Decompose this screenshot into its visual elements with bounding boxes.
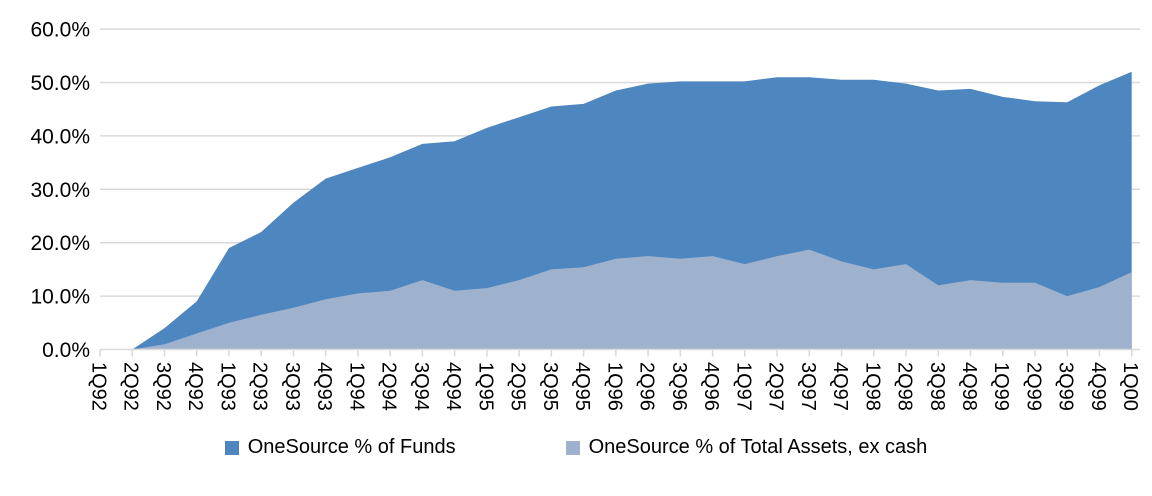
x-axis-label: 3Q97 [797,362,819,411]
x-axis-label: 2Q96 [636,362,658,411]
x-axis-label: 3Q95 [539,362,561,411]
x-axis-label: 1Q97 [732,362,754,411]
y-axis-label: 30.0% [30,179,90,202]
x-axis-label: 3Q93 [281,362,303,411]
legend-swatch-funds [224,440,239,455]
legend-item: OneSource % of Total Assets, ex cash [565,436,928,459]
x-axis-label: 2Q93 [249,362,271,411]
x-axis-label: 3Q99 [1055,362,1077,411]
x-axis-label: 3Q94 [410,362,432,411]
x-axis-label: 4Q99 [1087,362,1109,411]
x-axis-label: 3Q98 [926,362,948,411]
x-axis-label: 3Q96 [668,362,690,411]
x-axis-label: 1Q00 [1119,362,1141,411]
x-axis-label: 1Q98 [861,362,883,411]
x-axis-label: 1Q96 [603,362,625,411]
x-axis-label: 4Q97 [829,362,851,411]
legend-label: OneSource % of Total Assets, ex cash [588,436,928,458]
x-axis-label: 4Q93 [313,362,335,411]
x-axis-label: 2Q99 [1023,362,1045,411]
x-axis-label: 2Q95 [507,362,529,411]
x-axis-label: 1Q99 [990,362,1012,411]
x-axis-label: 2Q94 [378,362,400,411]
legend-item: OneSource % of Funds [224,436,456,459]
x-axis-label: 4Q94 [442,362,464,411]
x-axis-label: 4Q95 [571,362,593,411]
area-chart: 0.0% 10.0% 20.0% 30.0% 40.0% 50.0% 60.0% 1Q92 2Q… [30,19,1141,411]
chart-legend: OneSource % of Funds OneSource % of Total… [0,436,1152,459]
y-axis-label: 0.0% [42,339,90,362]
x-axis-label: 1Q95 [474,362,496,411]
x-axis-label: 2Q98 [894,362,916,411]
y-axis-label: 40.0% [30,125,90,148]
x-axis-label: 4Q98 [958,362,980,411]
x-axis-label: 3Q92 [152,362,174,411]
x-axis-label: 2Q92 [120,362,142,411]
legend-swatch-assets [565,440,580,455]
x-axis-label: 1Q93 [217,362,239,411]
y-axis-label: 20.0% [30,232,90,255]
y-axis-label: 60.0% [30,19,90,42]
y-axis-label: 10.0% [30,286,90,309]
legend-label: OneSource % of Funds [247,436,456,458]
x-axis-label: 4Q96 [700,362,722,411]
x-axis-label: 2Q97 [765,362,787,411]
x-axis-label: 1Q92 [88,362,110,411]
x-axis-label: 4Q92 [184,362,206,411]
area-assets [100,249,1132,350]
y-axis-label: 50.0% [30,72,90,95]
x-axis-label: 1Q94 [345,362,367,411]
